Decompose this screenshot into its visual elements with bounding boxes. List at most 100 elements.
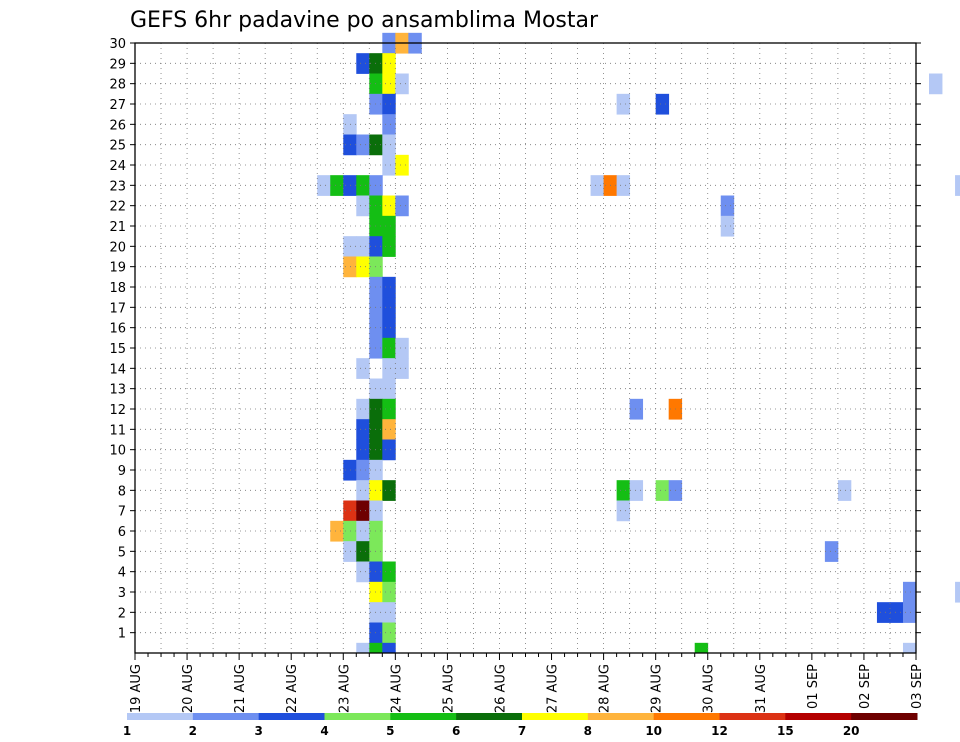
y-tick-label: 6: [118, 525, 126, 540]
heatmap-cell: [369, 581, 383, 603]
heatmap-cell: [343, 500, 357, 522]
heatmap-cell: [369, 500, 383, 522]
x-tick-label: 01 SEP: [806, 664, 821, 709]
heatmap-cell: [382, 134, 396, 156]
heatmap-cell: [343, 134, 357, 156]
x-tick-label: 28 AUG: [598, 664, 613, 713]
heatmap-cell: [395, 195, 409, 217]
y-tick-label: 18: [109, 281, 126, 296]
heatmap-cell: [629, 480, 644, 501]
heatmap-cell: [369, 337, 383, 359]
heatmap-cell: [317, 175, 331, 196]
heatmap-cell: [330, 175, 344, 196]
heatmap-cell: [356, 459, 370, 481]
heatmap-cell: [356, 480, 370, 501]
heatmap-cell: [369, 541, 383, 562]
heatmap-cell: [382, 561, 396, 583]
heatmap-cell: [382, 154, 396, 176]
colorbar-label: 20: [843, 724, 860, 738]
heatmap-cell: [343, 459, 357, 481]
x-tick-label: 26 AUG: [493, 664, 508, 713]
heatmap-cell: [356, 398, 370, 420]
heatmap-cell: [902, 642, 917, 654]
heatmap-cell: [382, 480, 396, 501]
y-tick-label: 21: [109, 220, 126, 235]
x-tick-label: 27 AUG: [546, 664, 561, 713]
x-tick-label: 24 AUG: [389, 664, 404, 713]
heatmap-cell: [369, 317, 383, 339]
heatmap-cell: [369, 195, 383, 217]
heatmap-cell: [369, 256, 383, 278]
heatmap-cell: [382, 93, 396, 115]
heatmap-cell: [369, 398, 383, 420]
x-tick-label: 21 AUG: [233, 664, 248, 713]
heatmap-cell: [824, 541, 839, 562]
y-tick-label: 3: [118, 586, 126, 601]
heatmap-cell: [395, 154, 409, 176]
y-tick-label: 19: [109, 261, 126, 276]
heatmap-cell: [382, 622, 396, 644]
heatmap-cell: [356, 500, 370, 522]
heatmap-cell: [382, 297, 396, 318]
colorbar-legend: 1 2 3 4 5 6 7 8 10 12 15 20: [123, 713, 918, 738]
heatmap-cell: [356, 175, 370, 196]
colorbar-label: 12: [711, 724, 728, 738]
colorbar-swatch: [785, 713, 852, 720]
heatmap-cell: [369, 134, 383, 156]
colorbar-label: 6: [452, 724, 460, 738]
x-axis: 19 AUG 20 AUG 21 AUG 22 AUG 23 AUG 24 AUG 25 A…: [129, 653, 925, 713]
x-tick-label: 23 AUG: [337, 664, 352, 713]
heatmap-cell: [902, 581, 917, 603]
y-tick-label: 7: [118, 505, 126, 520]
heatmap-cell: [382, 73, 396, 95]
y-tick-label: 29: [109, 57, 126, 72]
heatmap-cell: [369, 622, 383, 644]
y-tick-label: 23: [109, 179, 126, 194]
y-tick-label: 16: [109, 322, 126, 337]
heatmap-cell: [369, 602, 383, 623]
heatmap-cell: [343, 175, 357, 196]
heatmap-cell: [369, 561, 383, 583]
heatmap-cell: [720, 215, 735, 237]
y-tick-label: 8: [118, 484, 126, 499]
heatmap-cell: [356, 134, 370, 156]
colorbar-swatch: [719, 713, 786, 720]
heatmap-cell: [382, 114, 396, 135]
heatmap-cell: [356, 541, 370, 562]
heatmap-cell: [382, 398, 396, 420]
heatmap-cell: [655, 480, 670, 501]
heatmap-cell: [369, 419, 383, 440]
y-tick-label: 9: [118, 464, 126, 479]
heatmap-cell: [356, 236, 370, 257]
heatmap-cell: [356, 642, 370, 654]
y-tick-label: 4: [118, 566, 126, 581]
heatmap-cell: [356, 419, 370, 440]
heatmap-cell: [382, 276, 396, 298]
heatmap-cell: [382, 419, 396, 440]
heatmap-cell: [876, 602, 891, 623]
y-tick-label: 13: [109, 383, 126, 398]
colorbar-label: 8: [584, 724, 592, 738]
x-tick-label: 20 AUG: [181, 664, 196, 713]
heatmap-cell: [616, 175, 631, 196]
heatmap-cell: [382, 317, 396, 339]
heatmap-cell: [369, 215, 383, 237]
y-tick-label: 12: [109, 403, 126, 418]
colorbar-label: 2: [189, 724, 197, 738]
heatmap-cell: [343, 236, 357, 257]
heatmap-cell: [382, 358, 396, 379]
heatmap-cell: [369, 642, 383, 654]
x-tick-label: 22 AUG: [285, 664, 300, 713]
heatmap-cell: [616, 500, 631, 522]
heatmap-cell: [356, 53, 370, 74]
heatmap-cell: [655, 93, 670, 115]
heatmap-cell: [369, 297, 383, 318]
heatmap-cell: [369, 480, 383, 501]
heatmap-cell: [343, 256, 357, 278]
colorbar-label: 5: [386, 724, 394, 738]
heatmap-cell: [369, 276, 383, 298]
heatmap-cell: [369, 439, 383, 461]
heatmap-cell: [395, 73, 409, 95]
x-tick-label: 30 AUG: [702, 664, 717, 713]
heatmap-cell: [343, 520, 357, 542]
